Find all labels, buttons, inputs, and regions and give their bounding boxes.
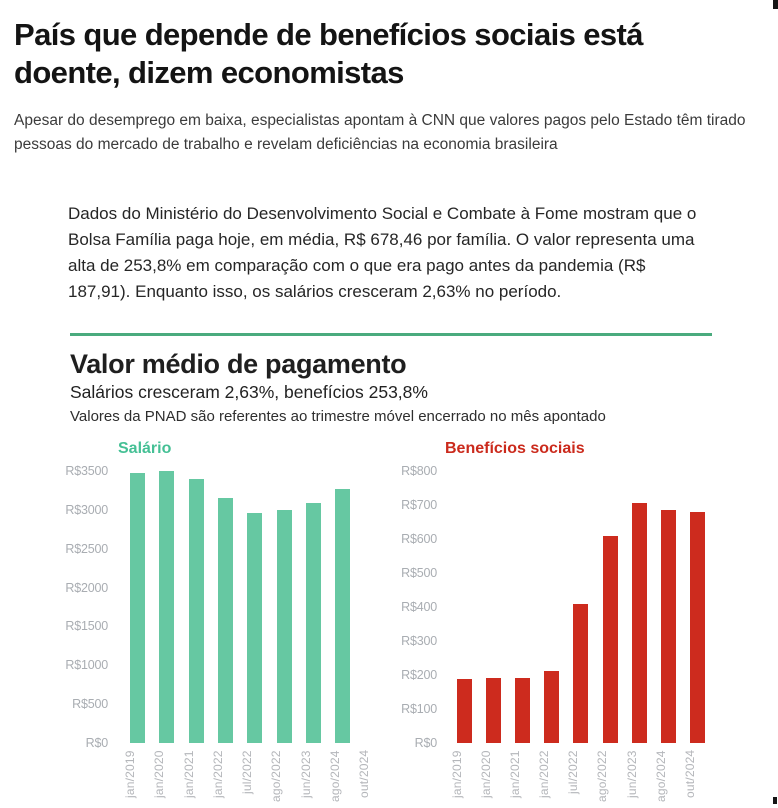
bar-slot [211,471,240,743]
section-divider [70,333,712,336]
article-header: País que depende de benefícios sociais e… [0,0,778,305]
x-tick-label: jan/2021 [181,750,196,798]
bar-slot [182,471,211,743]
bar-slot [357,471,386,743]
x-tick-label: jan/2020 [479,750,494,798]
y-tick-label: R$300 [401,634,437,648]
x-tick-label: jan/2019 [123,750,137,798]
y-axis-salario: R$0 R$500 R$1000 R$1500 R$2000 R$2500 R$3000 R$… [65,464,108,750]
screen-artifact-top-right [773,0,778,9]
x-axis-salario: jan/2019 jan/2020 jan/2021 jan/2022 jul/2022… [70,750,387,808]
x-tick-label: jan/2022 [210,750,225,798]
x-tick-label: ago/2022 [595,750,610,802]
bar-slot [654,471,683,743]
x-tick-label: jun/2023 [298,750,313,798]
bar-jan-2022 [544,671,560,743]
bar-slot [450,471,479,743]
bar-jan-2020 [159,471,175,743]
infographic-section: Valor médio de pagamento Salários cresce… [65,333,730,808]
bar-slot [508,471,537,743]
bar-slot [479,471,508,743]
bar-jul-2022 [247,512,263,743]
bar-out-2024 [689,512,705,743]
infographic-note: Valores da PNAD são referentes ao trimes… [70,408,606,425]
bar-slot [269,471,298,743]
y-tick-label: R$0 [85,736,109,750]
bar-slot [328,471,357,743]
infographic-title: Valor médio de pagamento [70,349,407,379]
y-tick-label: R$3000 [65,502,108,517]
x-tick-label: jan/2019 [450,750,464,798]
bar-jun-2023 [631,503,647,743]
y-tick-label: R$2000 [65,580,108,595]
plot-area-salario: R$0 R$500 R$1000 R$1500 R$2000 R$2500 R$3000 R$… [65,464,387,750]
bar-jan-2022 [218,497,234,743]
bar-slot [625,471,654,743]
y-tick-label: R$600 [401,532,437,546]
x-tick-label: jul/2022 [566,750,581,794]
y-tick-label: R$3500 [65,464,108,478]
y-tick-label: R$400 [401,600,437,614]
article-subtitle: Apesar do desemprego em baixa, especiali… [14,112,746,153]
bar-slot [152,471,181,743]
infographic-subtitle: Salários cresceram 2,63%, benefícios 253… [70,382,428,402]
bar-ago-2022 [276,510,292,743]
x-tick-label: jun/2023 [624,750,639,798]
bar-ago-2024 [660,510,676,743]
x-axis-beneficios: jan/2019 jan/2020 jan/2021 jan/2022 jul/2022… [399,750,712,808]
bar-jan-2019 [130,472,146,743]
y-tick-label: R$700 [401,498,437,512]
chart-legend-salario: Salário [118,440,172,457]
x-tick-label: jan/2022 [537,750,552,798]
bars-salario [108,471,387,743]
y-axis-beneficios: R$0 R$100 R$200 R$300 R$400 R$500 R$600 R$700 R$… [399,464,437,750]
bars-beneficios [437,471,712,743]
y-tick-label: R$500 [401,566,437,580]
x-tick-label: ago/2024 [653,750,668,802]
charts-row: Salário R$0 R$500 R$1000 R$1500 R$2000 R$2500… [65,439,730,808]
bar-jan-2019 [457,679,473,743]
x-tick-label: ago/2024 [328,750,343,802]
bar-slot [595,471,624,743]
chart-salario: Salário R$0 R$500 R$1000 R$1500 R$2000 R$2500… [65,439,387,808]
bar-ago-2024 [335,488,351,743]
bar-slot [683,471,712,743]
x-tick-label: jan/2021 [508,750,523,798]
page-title: País que depende de benefícios sociais e… [14,17,644,90]
bar-jan-2021 [188,478,204,743]
bar-slot [566,471,595,743]
bar-slot [299,471,328,743]
x-tick-label: jan/2020 [152,750,167,798]
x-tick-label: jul/2022 [240,750,255,794]
y-tick-label: R$800 [401,464,437,478]
bar-jun-2023 [305,503,321,743]
bar-jul-2022 [573,603,589,743]
article-body-paragraph: Dados do Ministério do Desenvolvimento S… [68,204,697,301]
y-tick-label: R$1000 [65,658,108,673]
chart-legend-beneficios: Benefícios sociais [445,440,585,457]
screen-artifact-bottom-right [773,797,777,804]
y-tick-label: R$0 [414,736,438,750]
bar-jan-2021 [515,678,531,743]
y-tick-label: R$500 [72,697,108,712]
y-tick-label: R$100 [401,702,437,716]
bar-ago-2022 [602,536,618,743]
y-tick-label: R$1500 [65,619,108,634]
chart-beneficios-sociais: Benefícios sociais R$0 R$100 R$200 R$300 R$4… [399,439,712,808]
y-tick-label: R$200 [401,668,437,682]
bar-slot [123,471,152,743]
x-tick-label: ago/2022 [269,750,284,802]
x-tick-label: out/2024 [682,750,697,799]
y-tick-label: R$2500 [65,541,108,556]
bar-slot [537,471,566,743]
bar-slot [240,471,269,743]
plot-area-beneficios: R$0 R$100 R$200 R$300 R$400 R$500 R$600 R$700 R$… [399,464,712,750]
x-tick-label: out/2024 [357,750,372,799]
bar-jan-2020 [486,677,502,743]
